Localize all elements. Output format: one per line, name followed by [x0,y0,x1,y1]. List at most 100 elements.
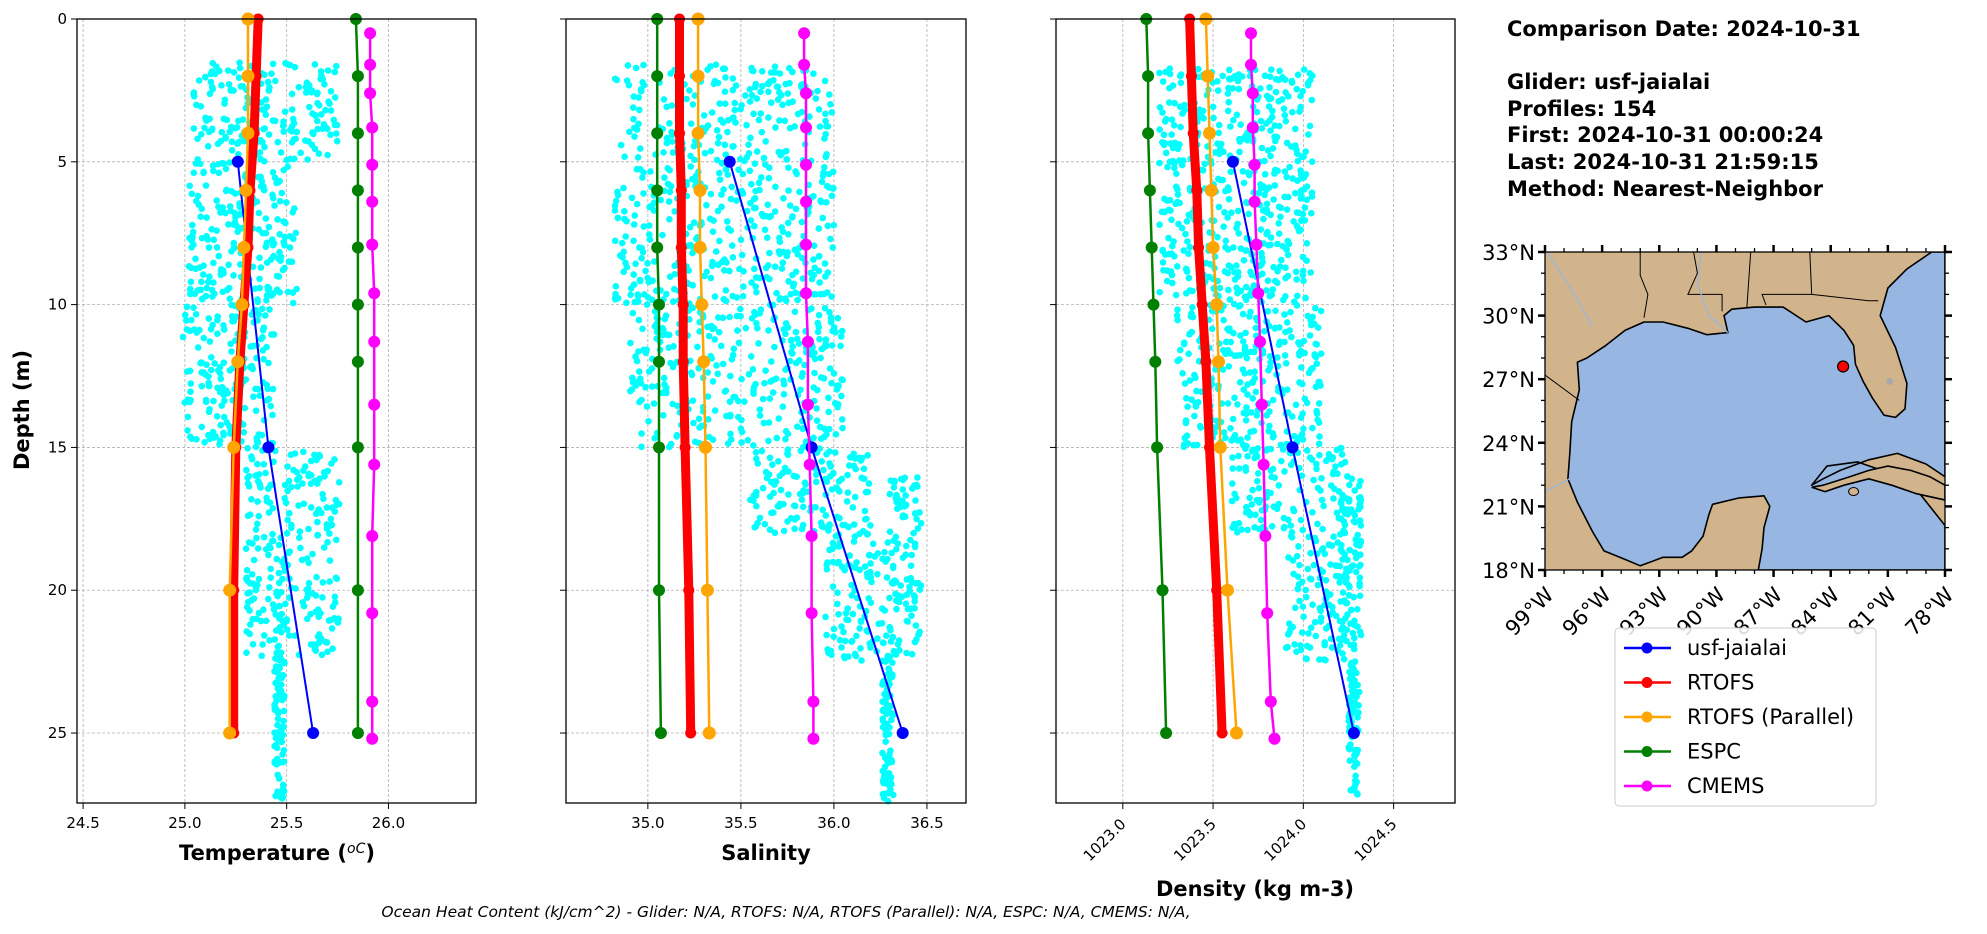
scatter-point [783,156,791,163]
scatter-point [1237,121,1244,128]
scatter-point [240,429,248,436]
scatter-point [887,638,895,645]
scatter-point [620,248,627,256]
scatter-point [730,345,738,353]
scatter-point [181,311,189,319]
scatter-point [1309,601,1316,608]
scatter-point [709,228,717,235]
scatter-point [1214,87,1222,94]
scatter-point [198,278,205,286]
scatter-point [283,626,291,633]
scatter-point [1266,408,1273,415]
scatter-point [866,551,873,559]
scatter-point [867,644,874,651]
scatter-point [832,329,839,336]
series-marker [1264,695,1277,708]
scatter-point [323,525,331,532]
scatter-point [1165,99,1173,106]
scatter-point [1264,147,1272,154]
scatter-point [274,592,282,600]
scatter-point [279,672,287,679]
scatter-point [186,398,194,406]
scatter-point [241,404,249,412]
scatter-point [903,542,910,550]
scatter-point [691,438,699,446]
scatter-point [1231,394,1238,402]
series-marker [677,299,689,311]
scatter-point [273,761,280,768]
scatter-point [248,571,256,578]
scatter-point [1244,526,1251,534]
scatter-point [182,317,190,324]
x-tick-label: 26.0 [372,814,405,832]
scatter-point [1160,141,1168,149]
scatter-point [253,534,260,542]
scatter-point [767,69,775,76]
scatter-point [1257,117,1265,125]
scatter-point [1251,348,1258,356]
scatter-point [702,125,709,132]
scatter-point [751,195,759,202]
scatter-point [1256,525,1263,533]
scatter-point [765,437,772,445]
scatter-point [632,382,640,389]
scatter-point [210,279,217,286]
scatter-point [810,70,817,77]
scatter-point [262,617,270,625]
series-marker [364,27,377,40]
scatter-point [848,581,855,589]
scatter-point [1347,697,1354,705]
scatter-point [322,638,329,646]
series-marker [1151,441,1164,454]
scatter-point [254,173,262,181]
scatter-point [247,363,254,371]
scatter-point [909,485,916,492]
scatter-point [263,297,270,304]
scatter-point [627,285,635,292]
scatter-point [1169,157,1177,165]
scatter-point [1356,502,1363,509]
scatter-point [333,130,340,137]
scatter-point [623,299,630,307]
scatter-point [821,475,829,483]
scatter-point [709,436,717,444]
scatter-point [1181,101,1188,109]
scatter-point [319,75,327,83]
scatter-point [1338,626,1345,633]
scatter-point [646,231,653,238]
scatter-point [816,335,823,343]
scatter-point [1312,632,1320,640]
scatter-point [627,339,634,347]
scatter-point [687,357,694,365]
scatter-point [1186,243,1194,251]
scatter-point [716,176,724,183]
scatter-point [291,632,299,639]
scatter-point [801,479,809,487]
scatter-point [281,241,288,249]
scatter-point [841,637,849,645]
scatter-point [1263,186,1270,194]
scatter-point [747,217,755,224]
scatter-point [1258,125,1266,132]
scatter-point [263,239,271,247]
scatter-point [1222,243,1229,251]
scatter-point [822,117,829,125]
scatter-point [836,636,844,644]
scatter-point [1354,531,1361,539]
scatter-point [1224,214,1231,221]
scatter-point [830,221,838,229]
scatter-point [206,432,214,439]
scatter-point [265,223,273,231]
scatter-point [670,343,677,350]
scatter-point [1174,145,1182,153]
scatter-point [1306,575,1314,582]
info-block: Comparison Date: 2024-10-31 Glider: usf-… [1507,17,1861,201]
series-marker [653,441,665,454]
scatter-point [267,574,275,581]
scatter-point [879,698,886,705]
scatter-point [776,117,783,124]
scatter-point [1267,445,1275,453]
scatter-point [262,111,270,118]
scatter-point [1220,429,1228,436]
scatter-point [276,624,284,631]
